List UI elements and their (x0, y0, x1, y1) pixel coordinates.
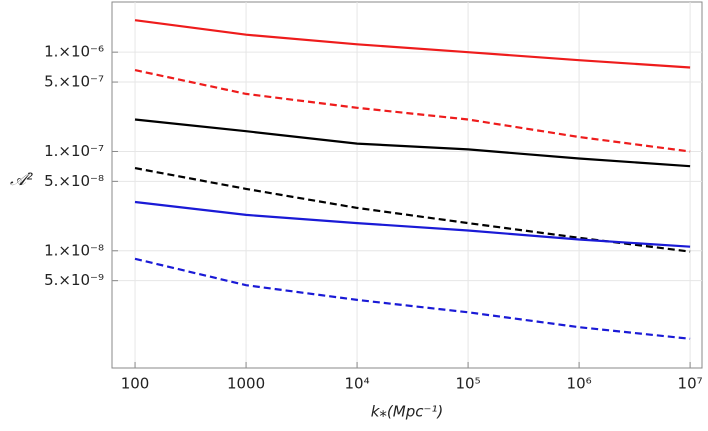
y-tick-label: 5.×10⁻⁷ (44, 73, 104, 91)
y-axis-label: 𝒜² (10, 170, 33, 190)
series-line (134, 200, 691, 248)
x-tick-label: 10⁶ (567, 375, 592, 393)
x-tick-label: 10⁷ (678, 375, 703, 393)
plot-frame (111, 1, 703, 369)
y-tick-label: 5.×10⁻⁹ (44, 271, 104, 289)
x-tick-label: 10⁵ (456, 375, 481, 393)
y-tick-label: 5.×10⁻⁸ (44, 172, 104, 190)
y-tick-label: 1.×10⁻⁶ (44, 43, 104, 61)
x-tick-label: 1000 (227, 375, 265, 393)
series-line (134, 118, 691, 168)
series-line (134, 19, 691, 69)
x-tick-label: 10⁴ (345, 375, 370, 393)
x-axis-label: k⁎(Mpc⁻¹) (371, 403, 444, 421)
series-line (134, 257, 691, 340)
series-line (134, 69, 691, 153)
y-tick-label: 1.×10⁻⁷ (44, 142, 104, 160)
series-line (134, 167, 691, 253)
y-tick-label: 1.×10⁻⁸ (44, 241, 104, 259)
x-tick-label: 100 (121, 375, 150, 393)
